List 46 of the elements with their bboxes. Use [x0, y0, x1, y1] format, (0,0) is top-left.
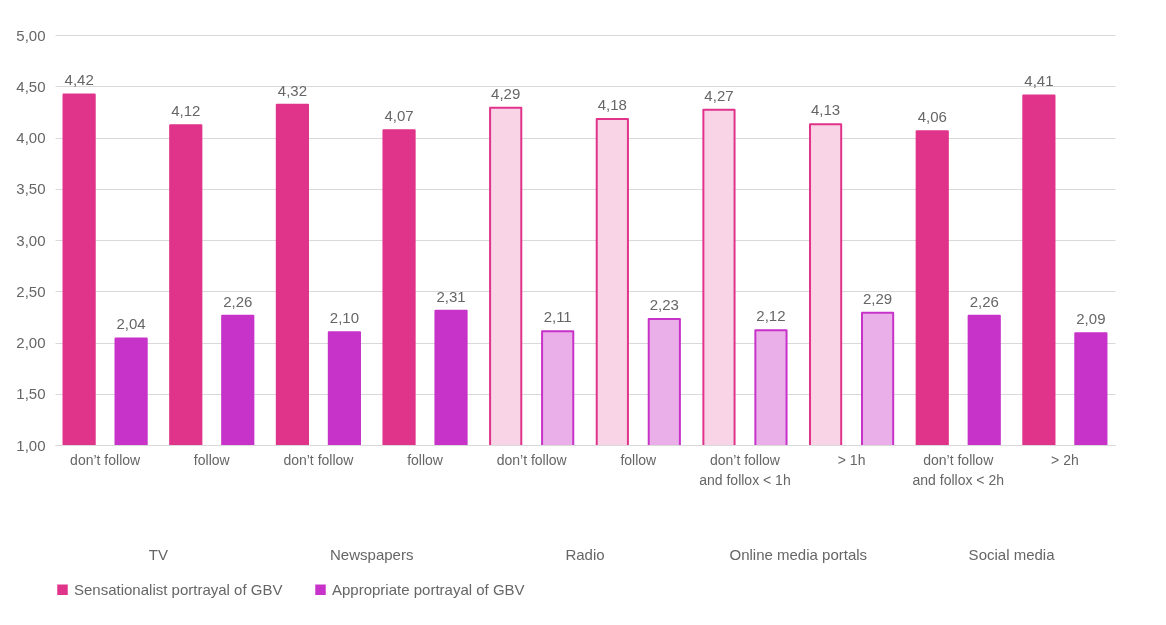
y-tick-label: 4,50 [16, 77, 46, 95]
data-label: 4,13 [811, 101, 841, 119]
data-label: 4,27 [704, 86, 734, 104]
y-tick-label: 5,00 [16, 26, 46, 44]
y-tick-label: 1,50 [16, 385, 46, 403]
y-tick-label: 3,50 [16, 180, 46, 198]
data-label: 2,26 [223, 292, 253, 310]
data-label: 4,29 [491, 84, 521, 102]
legend-label: Sensationalist portrayal of GBV [74, 580, 283, 598]
text: Radio [565, 546, 605, 563]
data-label: 4,06 [917, 108, 947, 126]
legend-label: Appropriate portrayal of GBV [332, 580, 525, 598]
data-label: 2,10 [329, 309, 359, 327]
x-tick-label: > 2h [1051, 451, 1079, 468]
x-tick-label: > 1h [837, 451, 866, 468]
x-tick-label: follow [193, 451, 231, 468]
x-tick-label: don’t follow [496, 451, 568, 468]
data-label: 2,12 [756, 307, 786, 325]
data-label: 4,07 [384, 107, 414, 125]
x-tick-label: follow [407, 451, 444, 468]
data-label: 2,26 [969, 292, 999, 310]
data-label: 4,32 [277, 81, 308, 99]
data-label: 2,04 [116, 315, 146, 333]
data-label: 2,29 [862, 289, 893, 307]
x-tick-label: don’t follow [283, 451, 355, 468]
data-label: 2,11 [543, 308, 572, 326]
y-tick-label: 2,00 [16, 334, 46, 351]
data-label: 4,42 [64, 71, 94, 89]
data-label: 4,18 [597, 96, 627, 114]
text: TV [148, 546, 169, 563]
y-tick-label: 4,00 [16, 129, 46, 146]
x-tick-label: don’t follow and follox < 1h [699, 451, 791, 488]
x-tick-label: don’t follow and follox < 2h [912, 451, 1004, 488]
data-label: 4,12 [171, 102, 201, 120]
data-label: 2,09 [1076, 310, 1106, 328]
text: Newspapers [330, 546, 414, 563]
data-label: 2,31 [436, 287, 466, 305]
data-label: 2,23 [649, 295, 679, 313]
text: Online media portals [729, 546, 868, 563]
data-label: 4,41 [1024, 72, 1054, 90]
y-tick-label: 2,50 [16, 282, 46, 300]
text: Social media [968, 546, 1056, 563]
y-tick-label: 3,00 [16, 231, 46, 249]
x-tick-label: don’t follow [70, 451, 142, 468]
x-tick-label: follow [620, 451, 658, 468]
y-tick-label: 1,00 [16, 436, 46, 454]
